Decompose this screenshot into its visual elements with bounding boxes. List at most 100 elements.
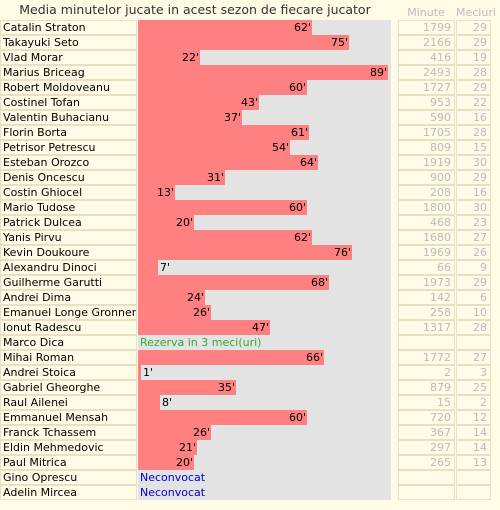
matches-played-cell: 27: [456, 230, 491, 245]
minutes-bar-track: 1': [138, 365, 391, 380]
average-minutes-bar: [138, 110, 242, 125]
average-minutes-bar: [138, 125, 309, 140]
total-minutes-cell: [398, 485, 455, 500]
total-minutes-cell: 1973: [398, 275, 455, 290]
total-minutes-cell: 265: [398, 455, 455, 470]
total-minutes-cell: 900: [398, 170, 455, 185]
minutes-bar-track: 68': [138, 275, 391, 290]
total-minutes-cell: 879: [398, 380, 455, 395]
player-row: Guilherme Garutti 68' 1973 29: [0, 275, 500, 290]
player-name: Mihai Roman: [0, 350, 137, 365]
average-minutes-label: 31': [206, 171, 224, 184]
matches-played-cell: [456, 485, 491, 500]
player-name: Adelin Mircea: [0, 485, 137, 500]
player-name: Vlad Morar: [0, 50, 137, 65]
player-name: Kevin Doukoure: [0, 245, 137, 260]
minutes-bar-track: 26': [138, 305, 391, 320]
average-minutes-bar: [138, 245, 352, 260]
matches-played-cell: [456, 470, 491, 485]
minutes-bar-track: 64': [138, 155, 391, 170]
average-minutes-bar: [138, 320, 270, 335]
matches-played-cell: 16: [456, 110, 491, 125]
total-minutes-cell: 953: [398, 95, 455, 110]
average-minutes-bar: [138, 65, 388, 80]
average-minutes-bar: [138, 50, 200, 65]
matches-played-cell: 26: [456, 245, 491, 260]
total-minutes-cell: 1800: [398, 200, 455, 215]
average-minutes-bar: [138, 380, 236, 395]
average-minutes-label: 1': [143, 366, 154, 379]
matches-played-cell: 3: [456, 365, 491, 380]
total-minutes-cell: 720: [398, 410, 455, 425]
average-minutes-label: 89': [369, 66, 387, 79]
total-minutes-cell: 2493: [398, 65, 455, 80]
minutes-bar-track: 62': [138, 230, 391, 245]
total-minutes-cell: 468: [398, 215, 455, 230]
matches-played-cell: 22: [456, 95, 491, 110]
player-row: Esteban Orozco 64' 1919 30: [0, 155, 500, 170]
average-minutes-label: 26': [192, 306, 210, 319]
player-row: Paul Mitrica 20' 265 13: [0, 455, 500, 470]
player-row: Catalin Straton 62' 1799 29: [0, 20, 500, 35]
matches-played-cell: 16: [456, 185, 491, 200]
total-minutes-cell: 367: [398, 425, 455, 440]
player-row: Adelin Mircea Neconvocat: [0, 485, 500, 500]
total-minutes-cell: 1799: [398, 20, 455, 35]
total-minutes-cell: 1317: [398, 320, 455, 335]
minutes-bar-track: 26': [138, 425, 391, 440]
player-row: Costin Ghiocel 13' 208 16: [0, 185, 500, 200]
total-minutes-cell: 1680: [398, 230, 455, 245]
average-minutes-label: 20': [175, 216, 193, 229]
player-row: Andrei Dima 24' 142 6: [0, 290, 500, 305]
player-name: Emmanuel Mensah: [0, 410, 137, 425]
player-name: Catalin Straton: [0, 20, 137, 35]
total-minutes-cell: 66: [398, 260, 455, 275]
matches-played-cell: 14: [456, 440, 491, 455]
player-row: Denis Oncescu 31' 900 29: [0, 170, 500, 185]
matches-played-cell: 15: [456, 140, 491, 155]
matches-played-cell: 29: [456, 170, 491, 185]
player-name: Yanis Pirvu: [0, 230, 137, 245]
total-minutes-cell: 1969: [398, 245, 455, 260]
matches-played-cell: 30: [456, 200, 491, 215]
player-row: Vlad Morar 22' 416 19: [0, 50, 500, 65]
average-minutes-bar: [138, 80, 307, 95]
total-minutes-cell: 1772: [398, 350, 455, 365]
minutes-bar-track: 7': [138, 260, 391, 275]
matches-played-cell: 29: [456, 20, 491, 35]
minutes-bar-track: Neconvocat: [138, 470, 391, 485]
matches-played-cell: 6: [456, 290, 491, 305]
total-minutes-cell: 2166: [398, 35, 455, 50]
total-minutes-cell: 416: [398, 50, 455, 65]
player-name: Marius Briceag: [0, 65, 137, 80]
minutes-bar-track: 62': [138, 20, 391, 35]
player-name: Guilherme Garutti: [0, 275, 137, 290]
minutes-bar-track: 31': [138, 170, 391, 185]
average-minutes-label: 62': [293, 231, 311, 244]
minutes-bar-track: 24': [138, 290, 391, 305]
matches-played-cell: [456, 335, 491, 350]
player-name: Petrisor Petrescu: [0, 140, 137, 155]
minutes-bar-track: 43': [138, 95, 391, 110]
matches-played-cell: 29: [456, 80, 491, 95]
minutes-bar-track: 22': [138, 50, 391, 65]
player-row: Eldin Mehmedovic 21' 297 14: [0, 440, 500, 455]
player-name: Ionut Radescu: [0, 320, 137, 335]
average-minutes-label: 21': [178, 441, 196, 454]
total-minutes-cell: 2: [398, 365, 455, 380]
matches-played-cell: 10: [456, 305, 491, 320]
average-minutes-bar: [138, 185, 175, 200]
matches-played-cell: 2: [456, 395, 491, 410]
player-row: Emmanuel Mensah 60' 720 12: [0, 410, 500, 425]
player-name: Costinel Tofan: [0, 95, 137, 110]
matches-played-cell: 29: [456, 35, 491, 50]
player-name: Denis Oncescu: [0, 170, 137, 185]
average-minutes-bar: [138, 215, 194, 230]
average-minutes-label: 35': [217, 381, 235, 394]
average-minutes-label: 20': [175, 456, 193, 469]
total-minutes-cell: 1705: [398, 125, 455, 140]
minutes-bar-track: Neconvocat: [138, 485, 391, 500]
total-minutes-cell: [398, 470, 455, 485]
average-minutes-bar: [138, 230, 312, 245]
average-minutes-bar: [138, 275, 329, 290]
